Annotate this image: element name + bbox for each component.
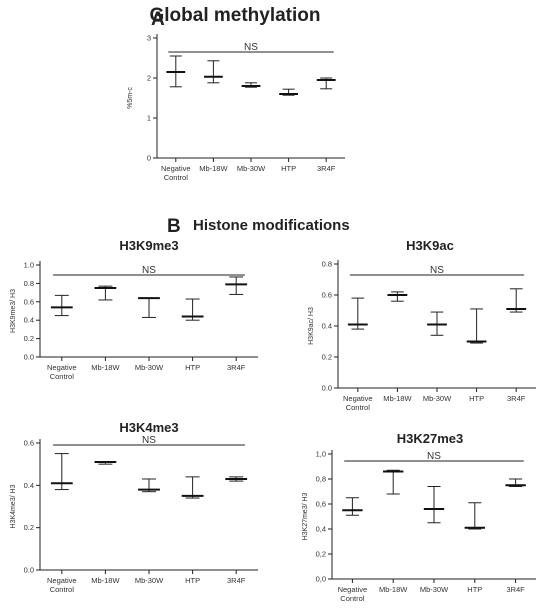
x-tick-label-h3k9ac: Mb-18W	[383, 394, 412, 403]
y-tick-label-h3k27me3: 1,0	[316, 450, 326, 459]
chart-title-global: Global methylation	[149, 5, 320, 26]
panel-label-b: B	[167, 216, 181, 237]
chart-h3k27me3: H3K27me3 0,0 0,2 0,4 0,6 0,8 1,0 H3K27me3/ H3 Ne…	[302, 431, 536, 603]
ns-label-h3k27me3: NS	[427, 451, 441, 462]
y-tick-label-h3k27me3: 0,0	[316, 575, 326, 584]
x-tick-label-h3k9ac: Mb-30W	[423, 394, 452, 403]
x-tick-label-h3k4me3: 3R4F	[227, 576, 246, 585]
x-tick-label-h3k9me3: Control	[50, 372, 75, 381]
x-tick-label-h3k4me3: Negative	[47, 576, 77, 585]
x-tick-label-h3k27me3: HTP	[467, 585, 482, 594]
panel-label-a: A	[151, 9, 165, 30]
x-tick-label-h3k9ac: HTP	[469, 394, 484, 403]
x-tick-label-global: 3R4F	[317, 164, 336, 173]
chart-title-h3k9me3: H3K9me3	[119, 238, 178, 253]
ns-label-global: NS	[244, 42, 258, 53]
ns-label-h3k9me3: NS	[142, 265, 156, 276]
x-tick-label-global: Negative	[161, 164, 191, 173]
y-tick-label-h3k9ac: 0.6	[322, 291, 332, 300]
y-tick-label-h3k9me3: 0.4	[24, 316, 34, 325]
ns-label-h3k9ac: NS	[430, 265, 444, 276]
y-tick-label-h3k4me3: 0.6	[24, 439, 34, 448]
y-tick-label-h3k4me3: 0.4	[24, 481, 34, 490]
x-tick-label-global: Control	[164, 173, 189, 182]
chart-h3k4me3: H3K4me3 0.0 0.2 0.4 0.6 H3K4me3/ H3 NegativeCo…	[10, 420, 258, 594]
x-tick-label-global: Mb-18W	[199, 164, 228, 173]
x-tick-label-h3k9me3: Mb-18W	[91, 363, 120, 372]
y-tick-label-h3k27me3: 0,4	[316, 525, 326, 534]
x-tick-label-h3k4me3: HTP	[185, 576, 200, 585]
x-tick-label-h3k4me3: Mb-18W	[91, 576, 120, 585]
y-tick-label-h3k9ac: 0.0	[322, 384, 332, 393]
chart-title-h3k9ac: H3K9ac	[406, 238, 454, 253]
x-tick-label-h3k27me3: Mb-18W	[379, 585, 408, 594]
y-tick-label-h3k4me3: 0.0	[24, 566, 34, 575]
x-tick-label-h3k4me3: Control	[50, 585, 75, 594]
y-tick-label-h3k9me3: 0.2	[24, 334, 34, 343]
y-tick-label-h3k9ac: 0.2	[322, 353, 332, 362]
y-axis-label-h3k27me3: H3K27me3/ H3	[302, 492, 309, 540]
chart-title-h3k4me3: H3K4me3	[119, 420, 178, 435]
ns-label-h3k4me3: NS	[142, 435, 156, 446]
y-tick-label-h3k9me3: 1.0	[24, 261, 34, 270]
x-tick-label-h3k9me3: 3R4F	[227, 363, 246, 372]
chart-global: Global methylation 0 1 2 3 %5m-c NegativeContr…	[127, 5, 345, 182]
y-tick-label-h3k9me3: 0.6	[24, 297, 34, 306]
x-tick-label-h3k27me3: Mb-30W	[420, 585, 449, 594]
y-tick-label-h3k9me3: 0.0	[24, 353, 34, 362]
x-tick-label-h3k9ac: 3R4F	[507, 394, 526, 403]
charts-group: Global methylation0123%5m-cNegativeContr…	[10, 5, 536, 603]
y-tick-label-h3k27me3: 0,6	[316, 500, 326, 509]
y-tick-label-h3k27me3: 0,8	[316, 475, 326, 484]
x-tick-label-h3k27me3: Control	[340, 594, 365, 603]
section-title-histone: Histone modifications	[193, 217, 350, 234]
x-tick-label-global: HTP	[281, 164, 296, 173]
y-tick-label-h3k4me3: 0.2	[24, 523, 34, 532]
chart-title-h3k27me3: H3K27me3	[397, 431, 464, 446]
y-tick-label-global: 2	[147, 74, 151, 83]
y-tick-label-global: 3	[147, 34, 151, 43]
y-tick-label-h3k27me3: 0,2	[316, 550, 326, 559]
x-tick-label-global: Mb-30W	[237, 164, 266, 173]
x-tick-label-h3k9me3: Negative	[47, 363, 77, 372]
y-axis-label-h3k4me3: H3K4me3/ H3	[10, 484, 17, 528]
x-tick-label-h3k9me3: Mb-30W	[135, 363, 164, 372]
chart-h3k9ac: H3K9ac 0.0 0.2 0.4 0.6 0.8 H3K9ac/ H3 NegativeC…	[308, 238, 536, 412]
y-axis-label-h3k9ac: H3K9ac/ H3	[308, 307, 315, 345]
x-tick-label-h3k9ac: Negative	[343, 394, 373, 403]
y-tick-label-h3k9me3: 0.8	[24, 279, 34, 288]
y-tick-label-h3k9ac: 0.8	[322, 260, 332, 269]
y-tick-label-global: 1	[147, 114, 151, 123]
y-axis-label-global: %5m-c	[127, 87, 134, 109]
y-tick-label-h3k9ac: 0.4	[322, 322, 332, 331]
y-tick-label-global: 0	[147, 154, 151, 163]
x-tick-label-h3k9ac: Control	[346, 403, 371, 412]
x-tick-label-h3k4me3: Mb-30W	[135, 576, 164, 585]
y-axis-label-h3k9me3: H3K9me3/ H3	[10, 289, 17, 333]
chart-h3k9me3: H3K9me3 0.0 0.2 0.4 0.6 0.8 1.0 H3K9me3/ H3 Nega…	[10, 238, 258, 381]
x-tick-label-h3k27me3: 3R4F	[506, 585, 525, 594]
x-tick-label-h3k9me3: HTP	[185, 363, 200, 372]
x-tick-label-h3k27me3: Negative	[338, 585, 368, 594]
